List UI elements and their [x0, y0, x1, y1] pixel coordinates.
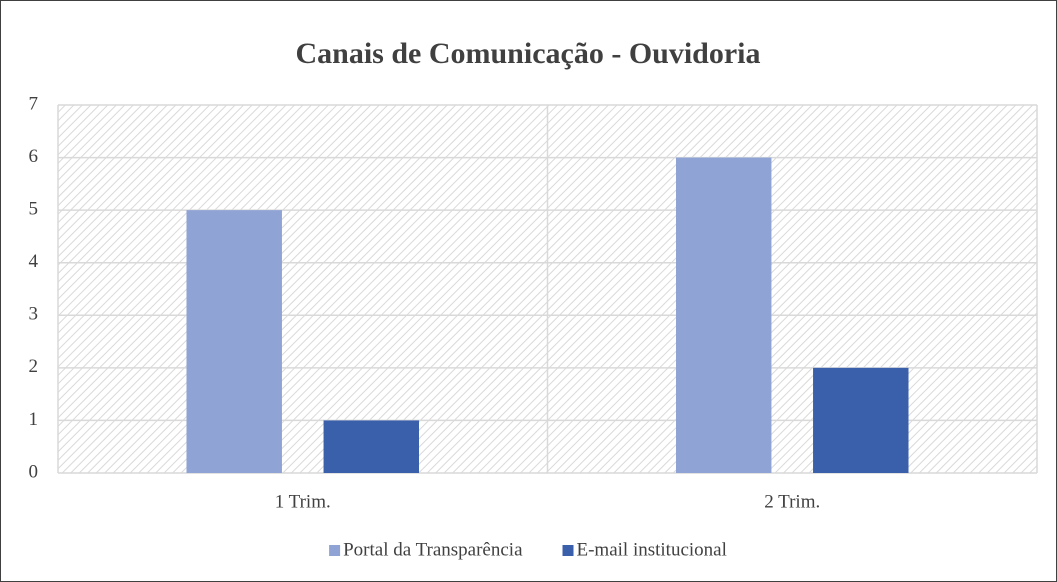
chart-title: Canais de Comunicação - Ouvidoria: [295, 37, 760, 70]
x-tick-label: 2 Trim.: [764, 491, 820, 512]
legend-label: Portal da Transparência: [343, 539, 523, 560]
bar: [675, 157, 772, 474]
y-tick-label: 2: [29, 356, 39, 377]
legend-swatch: [329, 545, 341, 556]
legend-swatch: [562, 545, 574, 556]
y-tick-label: 1: [29, 409, 39, 430]
y-tick-label: 7: [29, 93, 39, 114]
x-tick-label: 1 Trim.: [275, 491, 331, 512]
y-tick-label: 3: [29, 304, 39, 325]
bar: [813, 367, 909, 473]
bar: [186, 210, 282, 473]
y-tick-label: 0: [29, 461, 39, 482]
y-tick-label: 6: [29, 146, 39, 167]
legend-label: E-mail institucional: [577, 539, 727, 560]
bar: [323, 420, 420, 473]
y-tick-label: 4: [29, 251, 39, 272]
y-tick-label: 5: [29, 199, 39, 220]
